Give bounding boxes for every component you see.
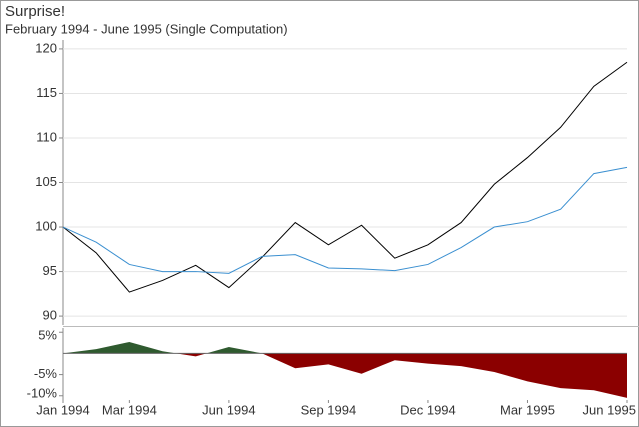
y-tick-label: 115 [36, 85, 57, 100]
y-tick-label: 120 [35, 40, 57, 55]
x-tick-label: Jun 1995 [583, 402, 637, 417]
y-tick-label: 5% [38, 327, 57, 342]
y-tick-label: 100 [35, 218, 57, 233]
y-tick-label: 95 [43, 263, 57, 278]
y-tick-label: 105 [35, 174, 57, 189]
x-tick-label: Mar 1994 [102, 402, 157, 417]
y-tick-label: -5% [34, 366, 58, 381]
y-tick-label: 110 [36, 129, 57, 144]
x-tick-label: Jan 1994 [36, 402, 90, 417]
negative-area [63, 353, 627, 398]
x-tick-label: Mar 1995 [500, 402, 555, 417]
x-tick-label: Sep 1994 [301, 402, 357, 417]
line-series [62, 166, 628, 274]
chart-title: Surprise! [5, 3, 65, 20]
chart-subtitle: February 1994 - June 1995 (Single Comput… [5, 21, 288, 36]
y-tick-label: -10% [27, 385, 58, 400]
x-tick-label: Dec 1994 [400, 402, 456, 417]
x-tick-label: Jun 1994 [202, 402, 256, 417]
y-tick-label: 90 [43, 308, 57, 323]
line-series [62, 61, 628, 293]
positive-area [63, 341, 627, 354]
